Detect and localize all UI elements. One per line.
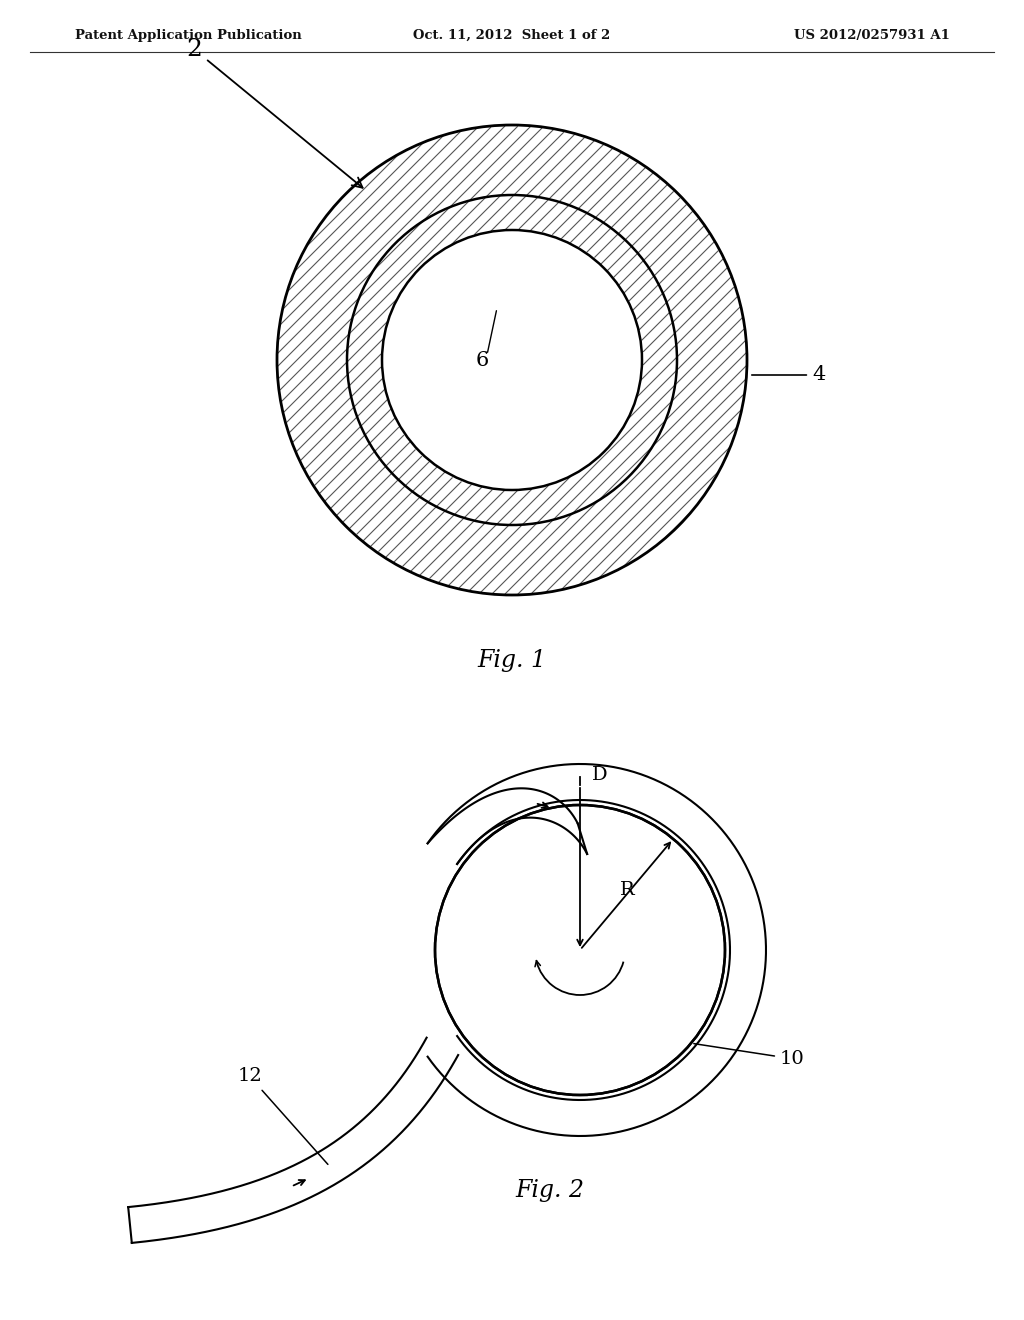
Text: 12: 12 (238, 1068, 328, 1164)
Text: Fig. 1: Fig. 1 (477, 648, 547, 672)
Text: 6: 6 (475, 351, 488, 370)
Circle shape (435, 805, 725, 1096)
Text: Patent Application Publication: Patent Application Publication (75, 29, 302, 41)
Text: Fig. 2: Fig. 2 (515, 1179, 585, 1201)
Text: 4: 4 (752, 366, 825, 384)
Text: Oct. 11, 2012  Sheet 1 of 2: Oct. 11, 2012 Sheet 1 of 2 (414, 29, 610, 41)
Text: R: R (620, 880, 635, 899)
Text: D: D (592, 766, 607, 784)
Text: US 2012/0257931 A1: US 2012/0257931 A1 (795, 29, 950, 41)
Text: 2: 2 (186, 38, 362, 187)
Circle shape (382, 230, 642, 490)
Text: 10: 10 (694, 1044, 805, 1068)
Circle shape (278, 125, 746, 595)
